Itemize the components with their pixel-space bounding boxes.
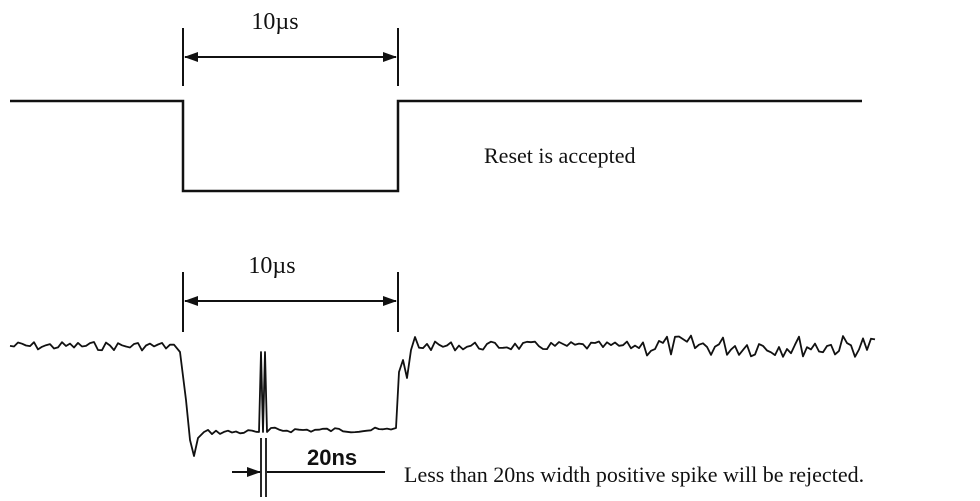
spike-rejected-caption: Less than 20ns width positive spike will…	[404, 462, 864, 487]
top-width-label: 10µs	[251, 9, 298, 35]
clean-reset-pulse: 10µs Reset is accepted	[10, 9, 862, 193]
noisy-pulse-waveform	[9, 334, 876, 457]
reset-accepted-caption: Reset is accepted	[484, 143, 636, 168]
noisy-reset-pulse: 10µs 20ns Less than 20ns width positive …	[9, 253, 876, 497]
spike-width-label: 20ns	[307, 445, 357, 470]
clean-pulse-waveform	[10, 99, 862, 193]
bottom-width-label: 10µs	[248, 253, 295, 279]
